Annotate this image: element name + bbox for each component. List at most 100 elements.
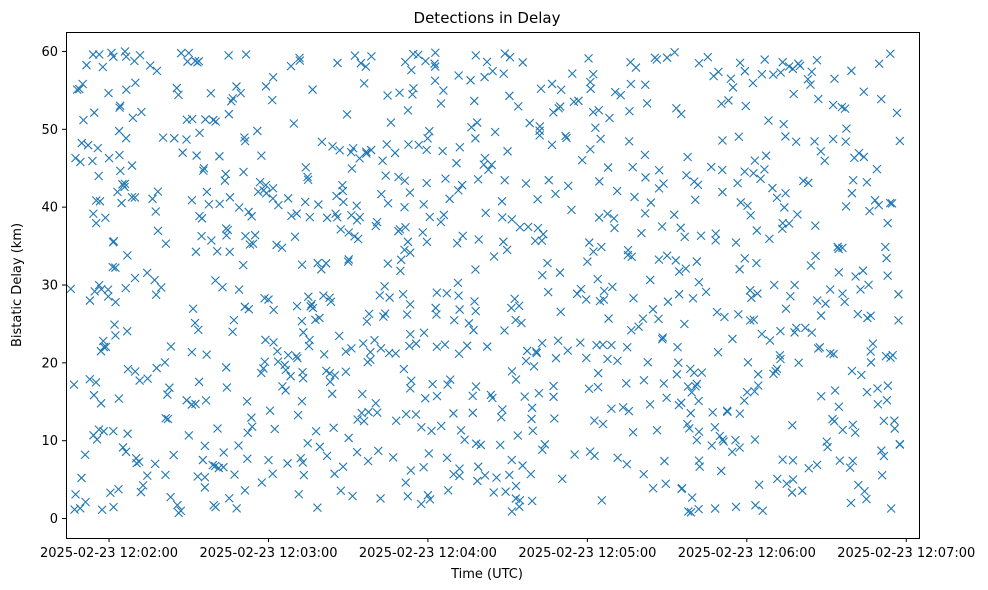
- data-point: [330, 469, 339, 479]
- data-point: [593, 368, 603, 378]
- data-point: [489, 488, 499, 497]
- data-point: [535, 126, 544, 136]
- data-point: [121, 283, 131, 293]
- data-point: [879, 451, 889, 461]
- data-point: [403, 491, 413, 501]
- data-point: [430, 62, 440, 71]
- data-point: [325, 377, 335, 387]
- data-point: [853, 309, 863, 319]
- data-point: [735, 58, 745, 68]
- data-point: [303, 175, 313, 185]
- data-point: [411, 339, 421, 349]
- data-point: [81, 497, 90, 507]
- data-point: [103, 285, 113, 294]
- data-point: [403, 237, 413, 247]
- data-point: [829, 349, 839, 359]
- data-point: [782, 479, 792, 489]
- data-point: [191, 247, 201, 257]
- data-point: [419, 328, 429, 338]
- data-point: [371, 398, 381, 408]
- data-point: [190, 318, 200, 328]
- data-point: [561, 131, 570, 141]
- data-point: [143, 374, 153, 383]
- data-point: [224, 50, 234, 60]
- data-point: [344, 228, 354, 237]
- data-point: [79, 115, 88, 125]
- y-tick-label: 60: [41, 45, 58, 60]
- data-point: [733, 178, 742, 188]
- data-point: [630, 192, 639, 202]
- data-point: [776, 354, 785, 364]
- data-point: [864, 280, 873, 290]
- data-point: [85, 296, 95, 305]
- data-point: [828, 414, 837, 424]
- data-point: [890, 424, 900, 433]
- data-point: [625, 106, 634, 116]
- data-point: [319, 350, 329, 359]
- data-point: [830, 74, 839, 84]
- data-point: [169, 133, 179, 143]
- data-point: [406, 376, 416, 386]
- data-point: [300, 197, 310, 207]
- data-point: [740, 66, 750, 76]
- plot-frame: [66, 32, 920, 539]
- data-point: [742, 387, 752, 397]
- data-point: [701, 287, 711, 297]
- data-point: [253, 187, 263, 197]
- data-point: [883, 381, 893, 391]
- data-point: [731, 435, 740, 445]
- data-point: [758, 506, 768, 516]
- data-point: [295, 56, 305, 66]
- data-point: [430, 48, 440, 58]
- data-point: [572, 289, 582, 299]
- data-point: [626, 325, 636, 335]
- data-point: [436, 421, 446, 431]
- data-point: [286, 61, 296, 71]
- data-point: [466, 75, 475, 85]
- data-point: [777, 224, 787, 234]
- data-point: [162, 390, 172, 399]
- data-point: [752, 258, 761, 268]
- data-point: [338, 197, 348, 207]
- data-point: [200, 483, 210, 492]
- data-point: [442, 288, 452, 298]
- data-point: [739, 396, 749, 406]
- data-point: [627, 252, 637, 262]
- data-point: [534, 388, 544, 398]
- data-point: [370, 335, 379, 345]
- data-point: [398, 289, 408, 299]
- data-point: [776, 68, 786, 77]
- data-point: [765, 336, 775, 345]
- data-point: [238, 260, 248, 270]
- data-point: [329, 423, 339, 433]
- data-point: [117, 198, 126, 208]
- y-tick-label: 30: [41, 279, 58, 294]
- data-point: [225, 247, 235, 257]
- data-point: [500, 326, 509, 335]
- data-point: [603, 354, 612, 364]
- data-point: [868, 339, 878, 349]
- y-tick-label: 40: [41, 201, 58, 216]
- data-point: [718, 136, 727, 145]
- data-point: [111, 330, 120, 340]
- data-point: [731, 238, 741, 247]
- data-point: [283, 459, 292, 468]
- data-point: [385, 293, 394, 302]
- data-point: [752, 226, 762, 235]
- data-point: [166, 492, 175, 502]
- data-point: [714, 67, 723, 77]
- data-point: [388, 452, 398, 462]
- data-point: [240, 486, 250, 495]
- data-point: [544, 175, 554, 185]
- data-point: [648, 304, 658, 314]
- data-point: [590, 416, 599, 426]
- data-point: [299, 470, 309, 480]
- data-point: [507, 215, 517, 224]
- data-point: [691, 381, 700, 391]
- data-point: [582, 257, 592, 267]
- data-point: [480, 471, 490, 480]
- data-point: [365, 347, 375, 357]
- data-point: [640, 209, 650, 218]
- data-point: [812, 460, 822, 470]
- data-point: [607, 282, 617, 292]
